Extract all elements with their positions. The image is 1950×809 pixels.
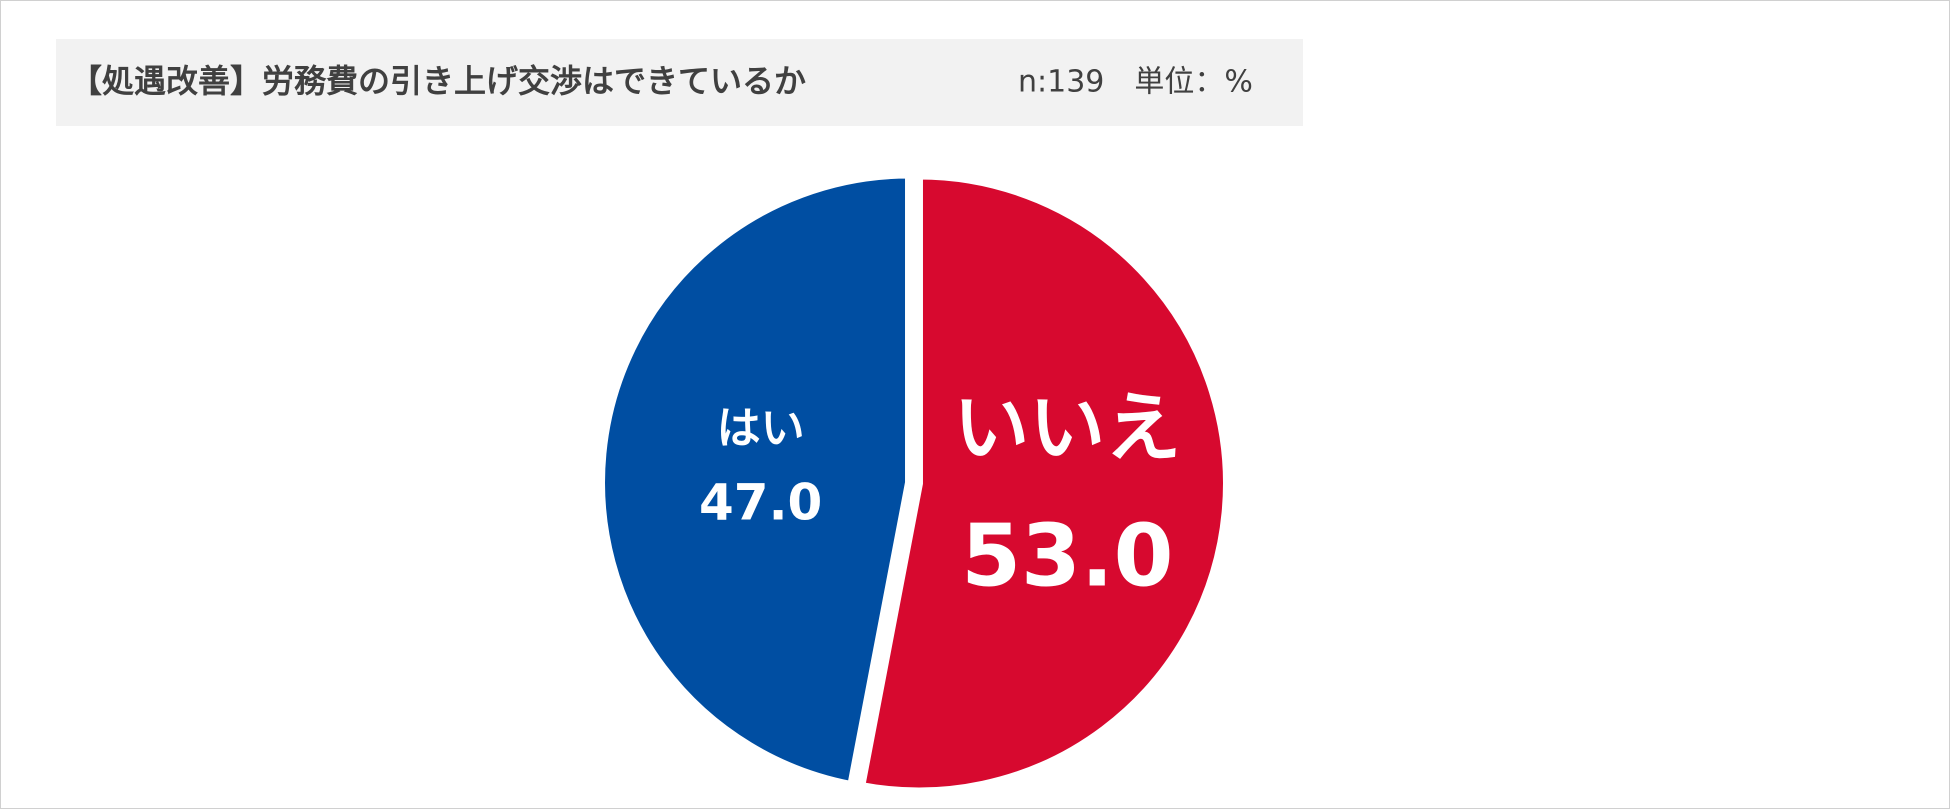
chart-subtitle: n:139 単位：%	[1018, 65, 1253, 100]
slice-label: はい	[717, 403, 805, 454]
title-box	[56, 39, 1303, 126]
value-label: 53.0	[961, 506, 1173, 606]
pie-slice	[597, 170, 914, 790]
slice-label: いいえ	[953, 383, 1181, 472]
chart-title: 【処遇改善】労務費の引き上げ交渉はできているか	[70, 62, 806, 100]
pie-slice	[856, 171, 1231, 796]
value-label: 47.0	[699, 474, 822, 532]
